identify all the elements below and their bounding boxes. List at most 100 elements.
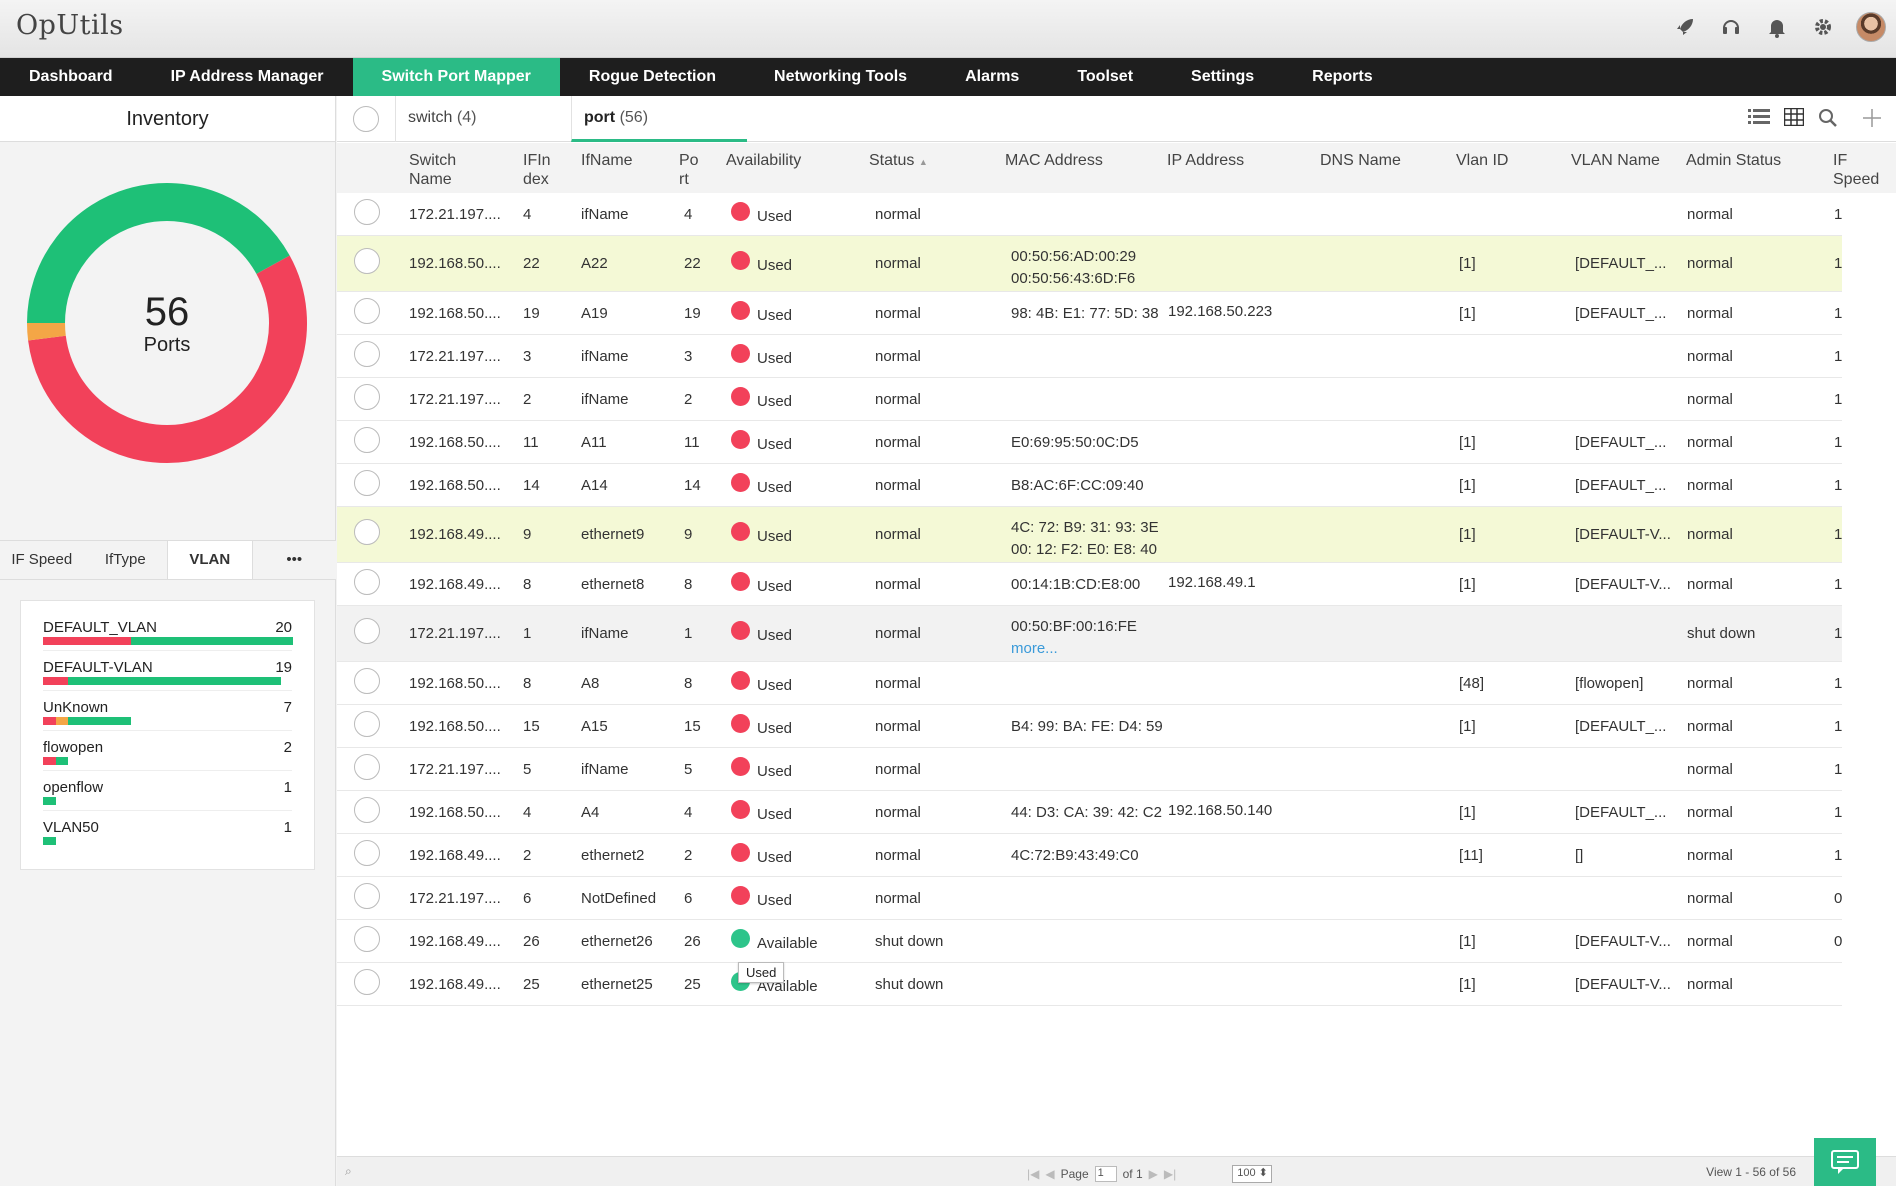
column-header-vlan-id[interactable]: Vlan ID (1456, 152, 1509, 169)
row-select-radio[interactable] (354, 839, 380, 866)
more-link[interactable]: more... (1011, 640, 1058, 657)
row-select-radio[interactable] (354, 469, 380, 496)
row-select-radio[interactable] (354, 710, 380, 737)
bell-icon[interactable] (1764, 14, 1790, 40)
row-select-radio[interactable] (354, 340, 380, 367)
headset-icon[interactable] (1718, 14, 1744, 40)
vlan-row[interactable]: openflow 1 (43, 771, 292, 811)
row-select-radio[interactable] (354, 426, 380, 453)
row-select-radio[interactable] (354, 519, 380, 545)
row-select-radio[interactable] (354, 248, 380, 274)
subtab-vlan[interactable]: VLAN (167, 541, 253, 579)
first-page-icon[interactable]: |◀ (1027, 1167, 1040, 1181)
column-header-mac-address[interactable]: MAC Address (1005, 152, 1103, 169)
chat-icon[interactable] (1814, 1138, 1876, 1186)
row-select-radio[interactable] (354, 796, 380, 823)
table-row[interactable]: 192.168.50.... 14 A14 14 Used normal B8:AC:6F:… (337, 464, 1842, 507)
table-row[interactable]: 192.168.49.... 2 ethernet2 2 Used normal 4C:72… (337, 834, 1842, 877)
column-header-ifname[interactable]: IfName (581, 152, 633, 169)
table-row[interactable]: 192.168.50.... 22 A22 22 Used normal 00:50:56:… (337, 236, 1842, 292)
ports-donut-chart: 56 Ports (26, 182, 308, 464)
column-header-admin-status[interactable]: Admin Status (1686, 152, 1782, 169)
availability-dot (731, 571, 750, 591)
column-header-ifindex[interactable]: IFIn dex (523, 152, 551, 188)
row-select-radio[interactable] (354, 618, 380, 644)
vlan-row[interactable]: DEFAULT-VLAN 19 (43, 651, 292, 691)
table-row[interactable]: 192.168.50.... 19 A19 19 Used normal 98: 4B: E… (337, 292, 1842, 335)
search-icon[interactable] (1818, 108, 1838, 134)
used-segment[interactable] (28, 255, 307, 463)
tab-switch[interactable]: switch (4) (395, 96, 571, 142)
table-search-icon[interactable]: ⌕ (345, 1164, 352, 1178)
per-page-select[interactable]: 100 ⬍ (1232, 1165, 1273, 1183)
vlan-row[interactable]: flowopen 2 (43, 731, 292, 771)
table-row[interactable]: 172.21.197.... 1 ifName 1 Used normal 00:50:BF… (337, 606, 1842, 662)
list-view-icon[interactable] (1748, 108, 1770, 134)
nav-toolset[interactable]: Toolset (1077, 68, 1134, 85)
table-row[interactable]: 192.168.49.... 8 ethernet8 8 Used normal 00:14… (337, 563, 1842, 606)
prev-page-icon[interactable]: ◀ (1045, 1167, 1055, 1181)
column-header-switch-name[interactable]: Switch Name (409, 152, 457, 188)
nav-alarms[interactable]: Alarms (965, 68, 1020, 85)
row-select-radio[interactable] (354, 753, 380, 780)
table-row[interactable]: 192.168.49.... 25 ethernet25 25 Available shu… (337, 963, 1842, 1006)
vlan-id: [1] (1459, 476, 1476, 494)
nav-dashboard[interactable]: Dashboard (29, 68, 113, 85)
row-select-radio[interactable] (354, 968, 380, 995)
mac-address: 44: D3: CA: 39: 42: C2 (1011, 803, 1162, 821)
table-row[interactable]: 172.21.197.... 3 ifName 3 Used normal normal 1 (337, 335, 1842, 378)
table-row[interactable]: 192.168.49.... 9 ethernet9 9 Used normal 4C: 7… (337, 507, 1842, 563)
row-select-radio[interactable] (354, 297, 380, 324)
gear-icon[interactable] (1810, 14, 1836, 40)
column-header-vlan-name[interactable]: VLAN Name (1571, 152, 1660, 169)
table-row[interactable]: 172.21.197.... 6 NotDefined 6 Used normal norm… (337, 877, 1842, 920)
select-all-radio[interactable] (353, 106, 379, 132)
nav-ip-address-manager[interactable]: IP Address Manager (170, 68, 324, 85)
row-select-radio[interactable] (354, 667, 380, 694)
rocket-icon[interactable] (1672, 14, 1698, 40)
row-select-radio[interactable] (354, 882, 380, 909)
table-row[interactable]: 172.21.197.... 4 ifName 4 Used normal normal 1 (337, 193, 1842, 236)
nav-networking-tools[interactable]: Networking Tools (774, 68, 908, 85)
table-row[interactable]: 192.168.50.... 4 A4 4 Used normal 44: D3: CA: … (337, 791, 1842, 834)
grid-view-icon[interactable] (1783, 107, 1805, 134)
nav-rogue-detection[interactable]: Rogue Detection (588, 68, 717, 85)
add-icon[interactable] (1862, 108, 1882, 134)
page-number-input[interactable]: 1 (1094, 1166, 1117, 1182)
vlan-row[interactable]: DEFAULT_VLAN 20 (43, 611, 293, 651)
switch-name: 192.168.49.... (409, 846, 501, 864)
column-header-status[interactable]: Status ▲ (869, 152, 928, 169)
table-row[interactable]: 172.21.197.... 5 ifName 5 Used normal normal 1 (337, 748, 1842, 791)
tab-port[interactable]: port (56) (571, 96, 747, 142)
row-select-radio[interactable] (354, 925, 380, 952)
last-page-icon[interactable]: ▶| (1163, 1167, 1177, 1181)
available-segment[interactable] (27, 183, 290, 324)
nav-settings[interactable]: Settings (1191, 68, 1255, 85)
table-row[interactable]: 172.21.197.... 2 ifName 2 Used normal normal 1 (337, 378, 1842, 421)
column-header-availability[interactable]: Availability (726, 152, 802, 169)
reserved-segment[interactable] (27, 322, 66, 341)
column-header-dns-name[interactable]: DNS Name (1320, 152, 1401, 169)
avatar[interactable] (1856, 12, 1886, 42)
vlan-row[interactable]: VLAN50 1 (43, 811, 292, 851)
subtab-more[interactable]: ••• (286, 551, 303, 568)
table-row[interactable]: 192.168.49.... 26 ethernet26 26 Available shu… (337, 920, 1842, 963)
column-header-port[interactable]: Po rt (679, 152, 699, 188)
availability-dot (731, 300, 750, 320)
subtab-iftype[interactable]: IfType (104, 551, 146, 568)
nav-switch-port-mapper[interactable]: Switch Port Mapper (352, 58, 560, 96)
row-select-radio[interactable] (354, 198, 380, 225)
vlan-count: 7 (283, 699, 292, 716)
next-page-icon[interactable]: ▶ (1148, 1167, 1158, 1181)
vlan-row[interactable]: UnKnown 7 (43, 691, 292, 731)
row-select-radio[interactable] (354, 568, 380, 595)
column-header-if-speed[interactable]: IF Speed (1833, 152, 1880, 188)
table-row[interactable]: 192.168.50.... 8 A8 8 Used normal [48] [flowope… (337, 662, 1842, 705)
table-row[interactable]: 192.168.50.... 11 A11 11 Used normal E0:69:95:… (337, 421, 1842, 464)
subtab-if-speed[interactable]: IF Speed (11, 551, 73, 568)
nav-reports[interactable]: Reports (1312, 68, 1373, 85)
row-select-radio[interactable] (354, 383, 380, 410)
table-row[interactable]: 192.168.50.... 15 A15 15 Used normal B4: 99: B… (337, 705, 1842, 748)
column-header-ip-address[interactable]: IP Address (1167, 152, 1245, 169)
availability: Used (757, 719, 793, 737)
